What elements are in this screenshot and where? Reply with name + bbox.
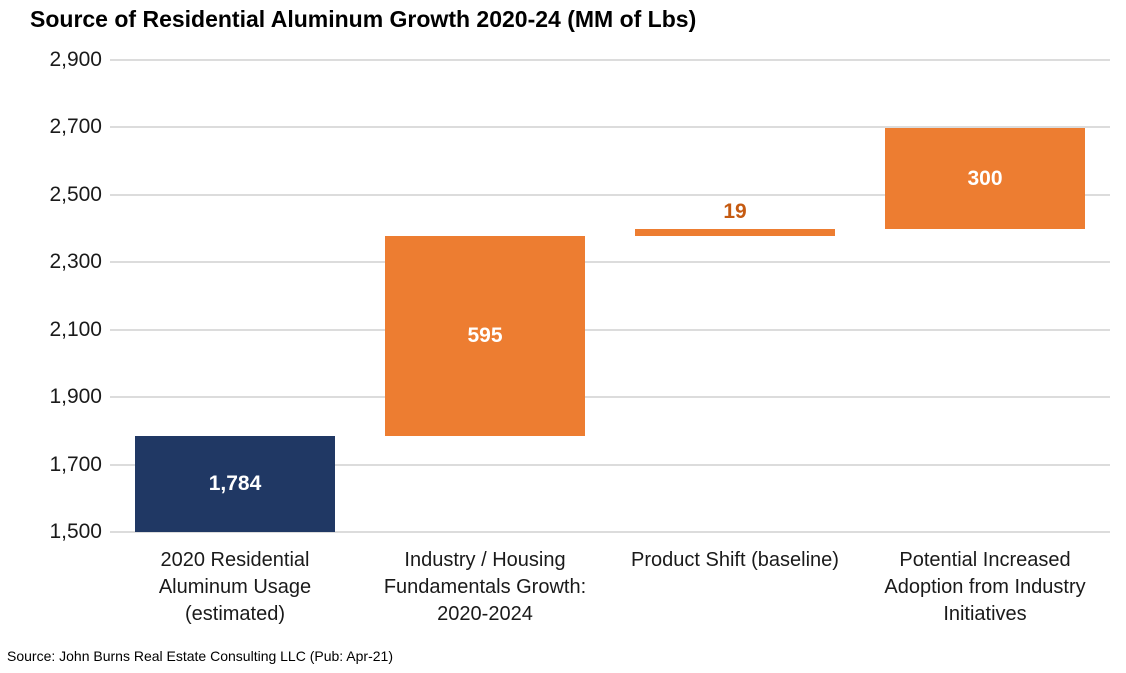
category-label-line: Fundamentals Growth: xyxy=(383,576,587,598)
y-tick-label: 1,500 xyxy=(49,520,102,543)
category-label-line: Potential Increased xyxy=(899,549,1071,571)
gridline xyxy=(110,328,1110,331)
category-label-line: Product Shift (baseline) xyxy=(631,549,839,571)
category-label-line: 2020 Residential xyxy=(160,549,310,571)
source-note: Source: John Burns Real Estate Consultin… xyxy=(7,648,393,664)
y-tick-label: 2,100 xyxy=(49,317,102,341)
bar-value-label: 300 xyxy=(967,166,1003,190)
bar-value-label: 1,784 xyxy=(208,472,262,496)
chart-title: Source of Residential Aluminum Growth 20… xyxy=(30,6,697,32)
category-label-line: Adoption from Industry xyxy=(884,576,1086,598)
category-label: Potential Increased Adoption from Industr… xyxy=(860,547,1110,628)
bar-value-label: 19 xyxy=(723,200,747,224)
y-tick-label: 2,500 xyxy=(49,182,102,206)
gridline xyxy=(110,59,1110,61)
category-label-line: 2020-2024 xyxy=(437,603,533,625)
gridline xyxy=(110,261,1110,264)
gridline xyxy=(110,193,1110,196)
waterfall-bar xyxy=(885,128,1085,230)
waterfall-bar xyxy=(135,436,335,532)
gridline xyxy=(110,126,1110,129)
gridline xyxy=(110,463,1110,466)
waterfall-bar xyxy=(385,235,585,437)
bar-value-label: 595 xyxy=(467,323,503,347)
category-label-line: Industry / Housing xyxy=(404,549,566,571)
category-label: Product Shift (baseline) xyxy=(610,547,860,574)
category-label-line: Initiatives xyxy=(943,603,1027,625)
y-tick-label: 1,700 xyxy=(49,452,102,476)
category-label: 2020 Residential Aluminum Usage (estimated… xyxy=(110,547,360,628)
y-tick-label: 2,700 xyxy=(49,115,102,139)
category-label-line: Aluminum Usage xyxy=(158,576,312,598)
y-tick-label: 2,300 xyxy=(49,250,102,274)
gridline xyxy=(110,531,1110,533)
category-label-line: (estimated) xyxy=(184,603,286,625)
category-label: Industry / Housing Fundamentals Growth: 20… xyxy=(360,547,610,628)
gridline xyxy=(110,396,1110,399)
y-tick-label: 2,900 xyxy=(49,48,102,71)
y-tick-label: 1,900 xyxy=(49,385,102,409)
waterfall-bar xyxy=(635,229,835,236)
